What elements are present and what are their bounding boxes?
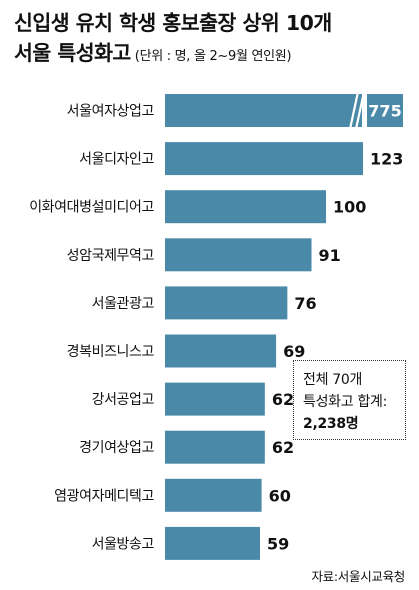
category-label: 서울방송고 [92, 536, 155, 552]
chart-title-line2: 서울 특성화고 (단위 : 명, 올 2~9월 연인원) [14, 36, 292, 66]
value-label: 775 [368, 102, 401, 121]
bar [165, 286, 288, 320]
value-label: 62 [272, 390, 294, 409]
total-note-box: 전체 70개 특성화고 합계: 2,238명 [293, 360, 406, 440]
value-label: 91 [319, 246, 341, 265]
value-label: 123 [370, 150, 403, 169]
bar [165, 190, 326, 224]
value-label: 69 [283, 342, 305, 361]
note-line1: 전체 70개 [303, 372, 363, 388]
bar [165, 478, 262, 512]
source-note: 자료:서울시교육청 [311, 569, 405, 584]
note-line2: 특성화고 합계: [303, 394, 388, 410]
value-label: 76 [294, 294, 316, 313]
bar [165, 430, 265, 464]
category-label: 이화여대병설미디어고 [29, 200, 154, 216]
category-label: 염광여자메디텍고 [54, 488, 154, 504]
category-label: 경기여상업고 [79, 440, 154, 456]
category-label: 서울관광고 [92, 296, 155, 312]
value-label-box [367, 94, 403, 127]
bar [165, 526, 260, 560]
note-total: 2,238명 [303, 416, 359, 432]
value-label: 100 [333, 198, 366, 217]
category-label: 성암국제무역고 [67, 248, 155, 264]
bar [165, 334, 277, 368]
bar [165, 142, 364, 176]
category-label: 강서공업고 [92, 392, 155, 408]
bar [165, 238, 312, 272]
chart-subtitle: 서울 특성화고 [14, 41, 131, 65]
category-label: 서울여자상업고 [67, 104, 155, 120]
value-label: 62 [272, 438, 294, 457]
axis-break-mark [348, 91, 360, 130]
value-label: 59 [267, 534, 289, 553]
category-label: 경복비즈니스고 [67, 344, 155, 360]
axis-break-mark [354, 91, 366, 130]
chart-title: 신입생 유치 학생 홍보출장 상위 10개 [14, 11, 332, 35]
bar [165, 94, 362, 127]
value-label: 60 [269, 486, 291, 505]
bar [165, 382, 265, 416]
unit-note: (단위 : 명, 올 2~9월 연인원) [134, 49, 292, 64]
category-label: 서울디자인고 [79, 152, 154, 168]
